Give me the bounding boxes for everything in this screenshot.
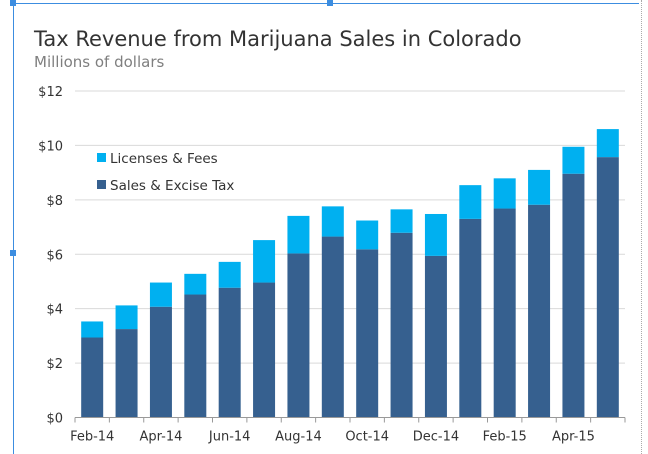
y-tick-label: $6 — [46, 248, 63, 263]
bar-sales-excise-tax — [390, 232, 413, 418]
bar-sales-excise-tax — [493, 208, 516, 418]
bar-sales-excise-tax — [287, 253, 310, 418]
bar-sales-excise-tax — [81, 337, 104, 418]
bar-licenses-fees — [81, 321, 104, 338]
x-tick-label: Apr-15 — [552, 430, 595, 445]
bar-sales-excise-tax — [253, 282, 276, 418]
x-tick-label: Feb-15 — [483, 430, 527, 445]
bar-licenses-fees — [596, 129, 619, 158]
x-tick-label: Apr-14 — [139, 430, 182, 445]
bar-licenses-fees — [149, 282, 172, 307]
bar-licenses-fees — [287, 215, 310, 254]
y-tick-label: $10 — [38, 139, 63, 154]
x-tick-label: Oct-14 — [345, 430, 389, 445]
x-tick-label: Dec-14 — [413, 430, 459, 445]
bar-licenses-fees — [184, 273, 207, 295]
bar-sales-excise-tax — [218, 287, 241, 418]
bar-sales-excise-tax — [356, 249, 379, 418]
slide-border — [641, 0, 642, 454]
bar-licenses-fees — [493, 178, 516, 209]
bar-licenses-fees — [562, 146, 585, 174]
legend-label: Sales & Excise Tax — [110, 178, 234, 194]
bar-licenses-fees — [218, 261, 241, 288]
bar-sales-excise-tax — [528, 204, 551, 418]
bar-sales-excise-tax — [149, 306, 172, 418]
bar-licenses-fees — [253, 240, 276, 283]
bar-licenses-fees — [424, 213, 447, 256]
bar-licenses-fees — [321, 206, 344, 237]
legend-swatch — [97, 153, 106, 162]
bar-sales-excise-tax — [184, 294, 207, 418]
bar-sales-excise-tax — [596, 157, 619, 418]
bar-sales-excise-tax — [115, 329, 138, 418]
selection-frame-left — [13, 3, 14, 454]
y-tick-label: $4 — [46, 303, 63, 318]
resize-handle[interactable] — [10, 0, 16, 6]
legend-swatch — [97, 180, 106, 189]
resize-handle[interactable] — [10, 250, 16, 256]
chart-title: Tax Revenue from Marijuana Sales in Colo… — [34, 27, 522, 51]
y-tick-label: $12 — [38, 85, 63, 100]
bar-licenses-fees — [356, 220, 379, 250]
y-tick-label: $0 — [46, 412, 63, 427]
y-tick-label: $8 — [46, 194, 63, 209]
chart-subtitle: Millions of dollars — [34, 53, 165, 71]
x-tick-label: Jun-14 — [208, 430, 251, 445]
y-tick-label: $2 — [46, 357, 63, 372]
legend-label: Licenses & Fees — [110, 151, 218, 167]
bar-sales-excise-tax — [321, 236, 344, 418]
bar-sales-excise-tax — [562, 173, 585, 418]
bar-licenses-fees — [115, 305, 138, 330]
resize-handle[interactable] — [327, 0, 333, 6]
bar-sales-excise-tax — [424, 255, 447, 418]
selection-frame-top — [13, 3, 639, 4]
bar-sales-excise-tax — [459, 218, 482, 418]
bar-licenses-fees — [390, 209, 413, 233]
bar-licenses-fees — [459, 185, 482, 219]
bar-licenses-fees — [528, 169, 551, 205]
x-tick-label: Aug-14 — [275, 430, 322, 445]
x-tick-label: Feb-14 — [70, 430, 114, 445]
